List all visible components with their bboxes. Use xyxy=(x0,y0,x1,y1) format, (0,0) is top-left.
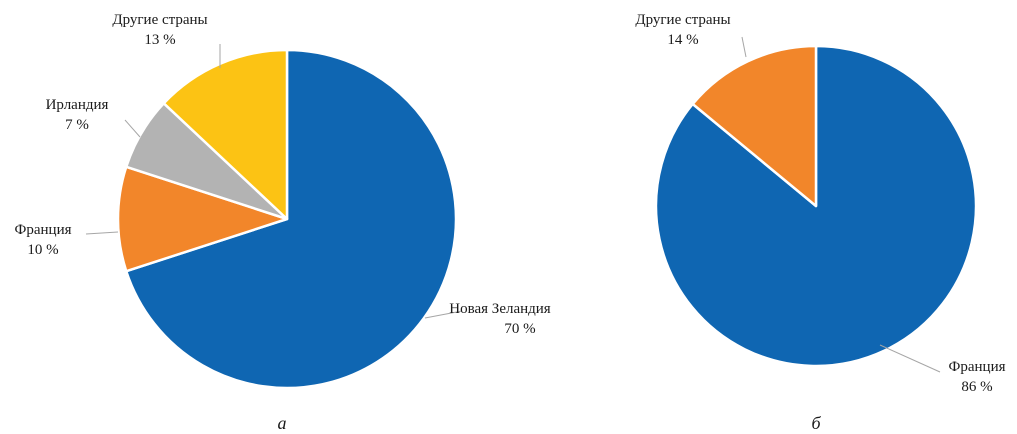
pie-0-value-2: 7 % xyxy=(65,117,89,133)
pie-chart-b: Франция 86 % Другие страны 14 % xyxy=(635,12,1005,395)
pie-1-leader-0 xyxy=(879,344,941,373)
pie-1-value-1: 14 % xyxy=(667,32,698,48)
pie-0-label-3: Другие страны xyxy=(112,12,207,28)
pie-1-value-0: 86 % xyxy=(961,379,992,395)
pie-0-leader-1 xyxy=(85,231,119,235)
caption-b: б xyxy=(811,413,821,433)
pie-0-slice-0 xyxy=(125,48,458,390)
pie-0-value-0: 70 % xyxy=(504,321,535,337)
caption-a: а xyxy=(278,413,287,433)
pie-0-leader-2 xyxy=(124,119,141,138)
pie-0-slice-1 xyxy=(116,165,289,273)
pie-1-leader-1 xyxy=(741,36,747,58)
pie-chart-a: Новая Зеландия 70 % Франция 10 % Ирландия 7 %… xyxy=(15,12,551,390)
pie-0-label-2: Ирландия xyxy=(46,97,109,113)
pie-0-label-0: Новая Зеландия xyxy=(449,301,551,317)
pie-1-slice-1 xyxy=(691,44,818,208)
pie-0-leader-0 xyxy=(424,310,463,319)
pie-0-label-1: Франция xyxy=(15,222,72,238)
pie-1-label-0: Франция xyxy=(949,359,1006,375)
pie-1-label-1: Другие страны xyxy=(635,12,730,28)
pie-0-value-3: 13 % xyxy=(144,32,175,48)
pie-0-value-1: 10 % xyxy=(27,242,58,258)
